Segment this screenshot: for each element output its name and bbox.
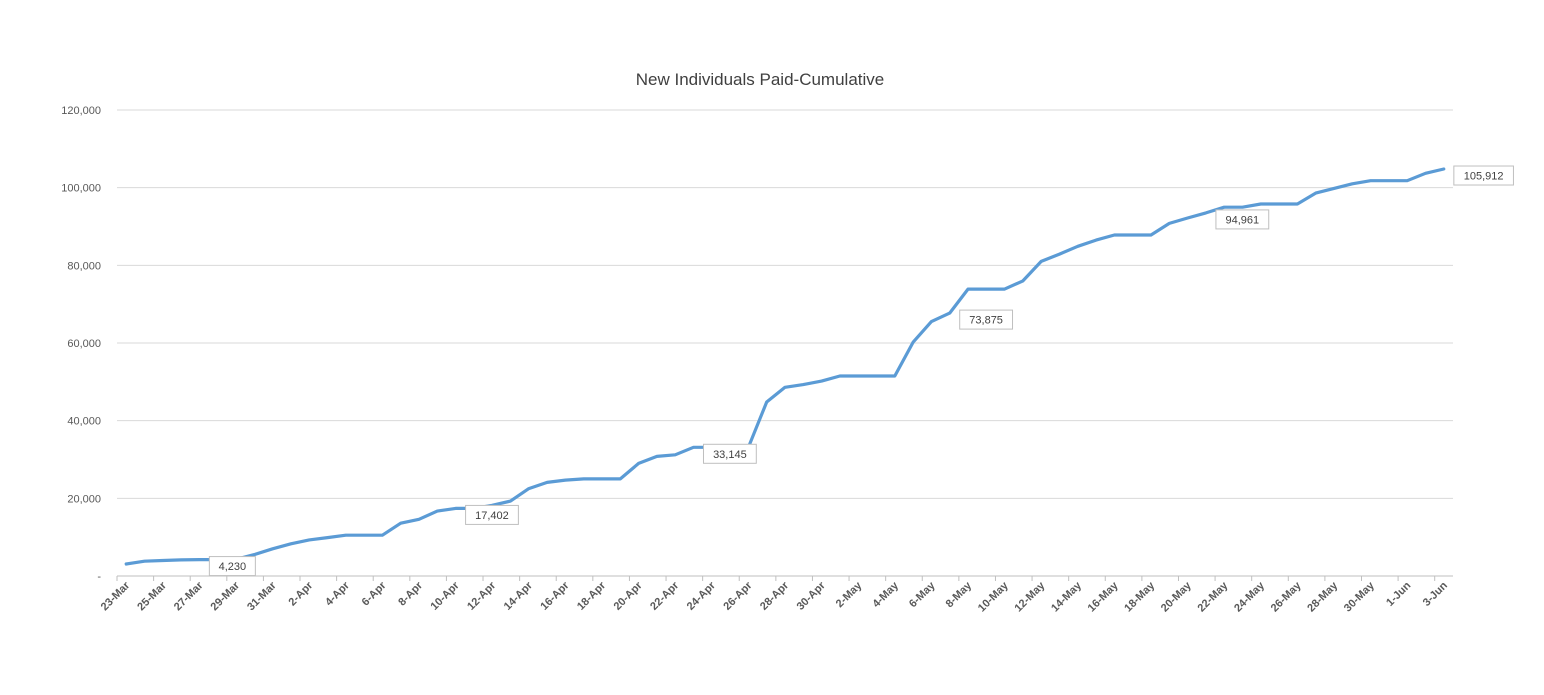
data-label: 94,961 [1226,214,1260,226]
y-tick-label: 40,000 [67,416,101,428]
x-tick-label: 16-May [1086,579,1121,614]
data-label-callout: 73,875 [959,309,1014,330]
x-tick-label: 27-Mar [172,579,206,613]
data-label-box [208,556,256,577]
x-tick-label: 12-May [1012,579,1047,614]
x-tick-label: 4-May [870,579,901,610]
x-tick-label: 4-Apr [323,579,352,608]
x-tick-label: 18-May [1122,579,1157,614]
x-tick-label: 20-May [1159,579,1194,614]
x-tick-label: 14-May [1049,579,1084,614]
y-tick-label: - [97,571,101,583]
data-label-box [465,504,519,525]
series-line [124,167,1446,566]
y-tick-label: 100,000 [61,183,101,195]
data-label: 17,402 [475,510,509,522]
x-tick-label: 1-Jun [1384,579,1413,608]
data-label-callout: 105,912 [1453,165,1514,186]
x-tick-label: 10-May [976,579,1011,614]
x-tick-label: 22-May [1195,579,1230,614]
x-tick-label: 30-May [1342,579,1377,614]
x-tick-label: 25-Mar [135,579,169,613]
data-label: 73,875 [969,315,1003,327]
x-tick-label: 20-Apr [612,579,646,613]
data-label-callout: 17,402 [465,504,519,525]
data-label-box [1453,165,1514,186]
data-label-callout: 4,230 [208,556,256,577]
x-tick-label: 28-May [1305,579,1340,614]
chart-title: New Individuals Paid-Cumulative [635,70,885,89]
x-tick-label: 26-Apr [721,579,755,613]
x-tick-label: 31-Mar [245,579,279,613]
y-tick-label: 120,000 [61,105,101,117]
data-label: 33,145 [713,449,747,461]
x-tick-label: 30-Apr [795,579,829,613]
x-tick-label: 8-Apr [396,579,425,608]
x-tick-label: 22-Apr [648,579,682,613]
y-tick-label: 60,000 [67,338,101,350]
x-tick-label: 26-May [1269,579,1304,614]
data-label: 4,230 [219,561,247,573]
data-label: 105,912 [1464,171,1504,183]
y-tick-label: 20,000 [67,493,101,505]
x-tick-label: 24-Apr [685,579,719,613]
x-tick-label: 23-Mar [99,579,133,613]
x-tick-label: 18-Apr [575,579,609,613]
x-tick-label: 6-May [907,579,938,610]
x-tick-label: 8-May [944,579,975,610]
x-tick-label: 16-Apr [538,579,572,613]
y-tick-label: 80,000 [67,260,101,272]
x-tick-label: 3-Jun [1421,579,1450,608]
x-tick-label: 29-Mar [209,579,243,613]
x-tick-label: 2-Apr [286,579,315,608]
x-tick-label: 6-Apr [360,579,389,608]
data-label-box [1215,209,1270,230]
x-tick-label: 24-May [1232,579,1267,614]
data-label-box [702,443,757,464]
x-tick-label: 2-May [834,579,865,610]
data-label-callout: 94,961 [1215,209,1270,230]
x-tick-label: 10-Apr [429,579,463,613]
data-label-callout: 33,145 [702,443,757,464]
x-tick-label: 14-Apr [502,579,536,613]
x-tick-label: 28-Apr [758,579,792,613]
x-tick-label: 12-Apr [465,579,499,613]
data-label-box [959,309,1014,330]
